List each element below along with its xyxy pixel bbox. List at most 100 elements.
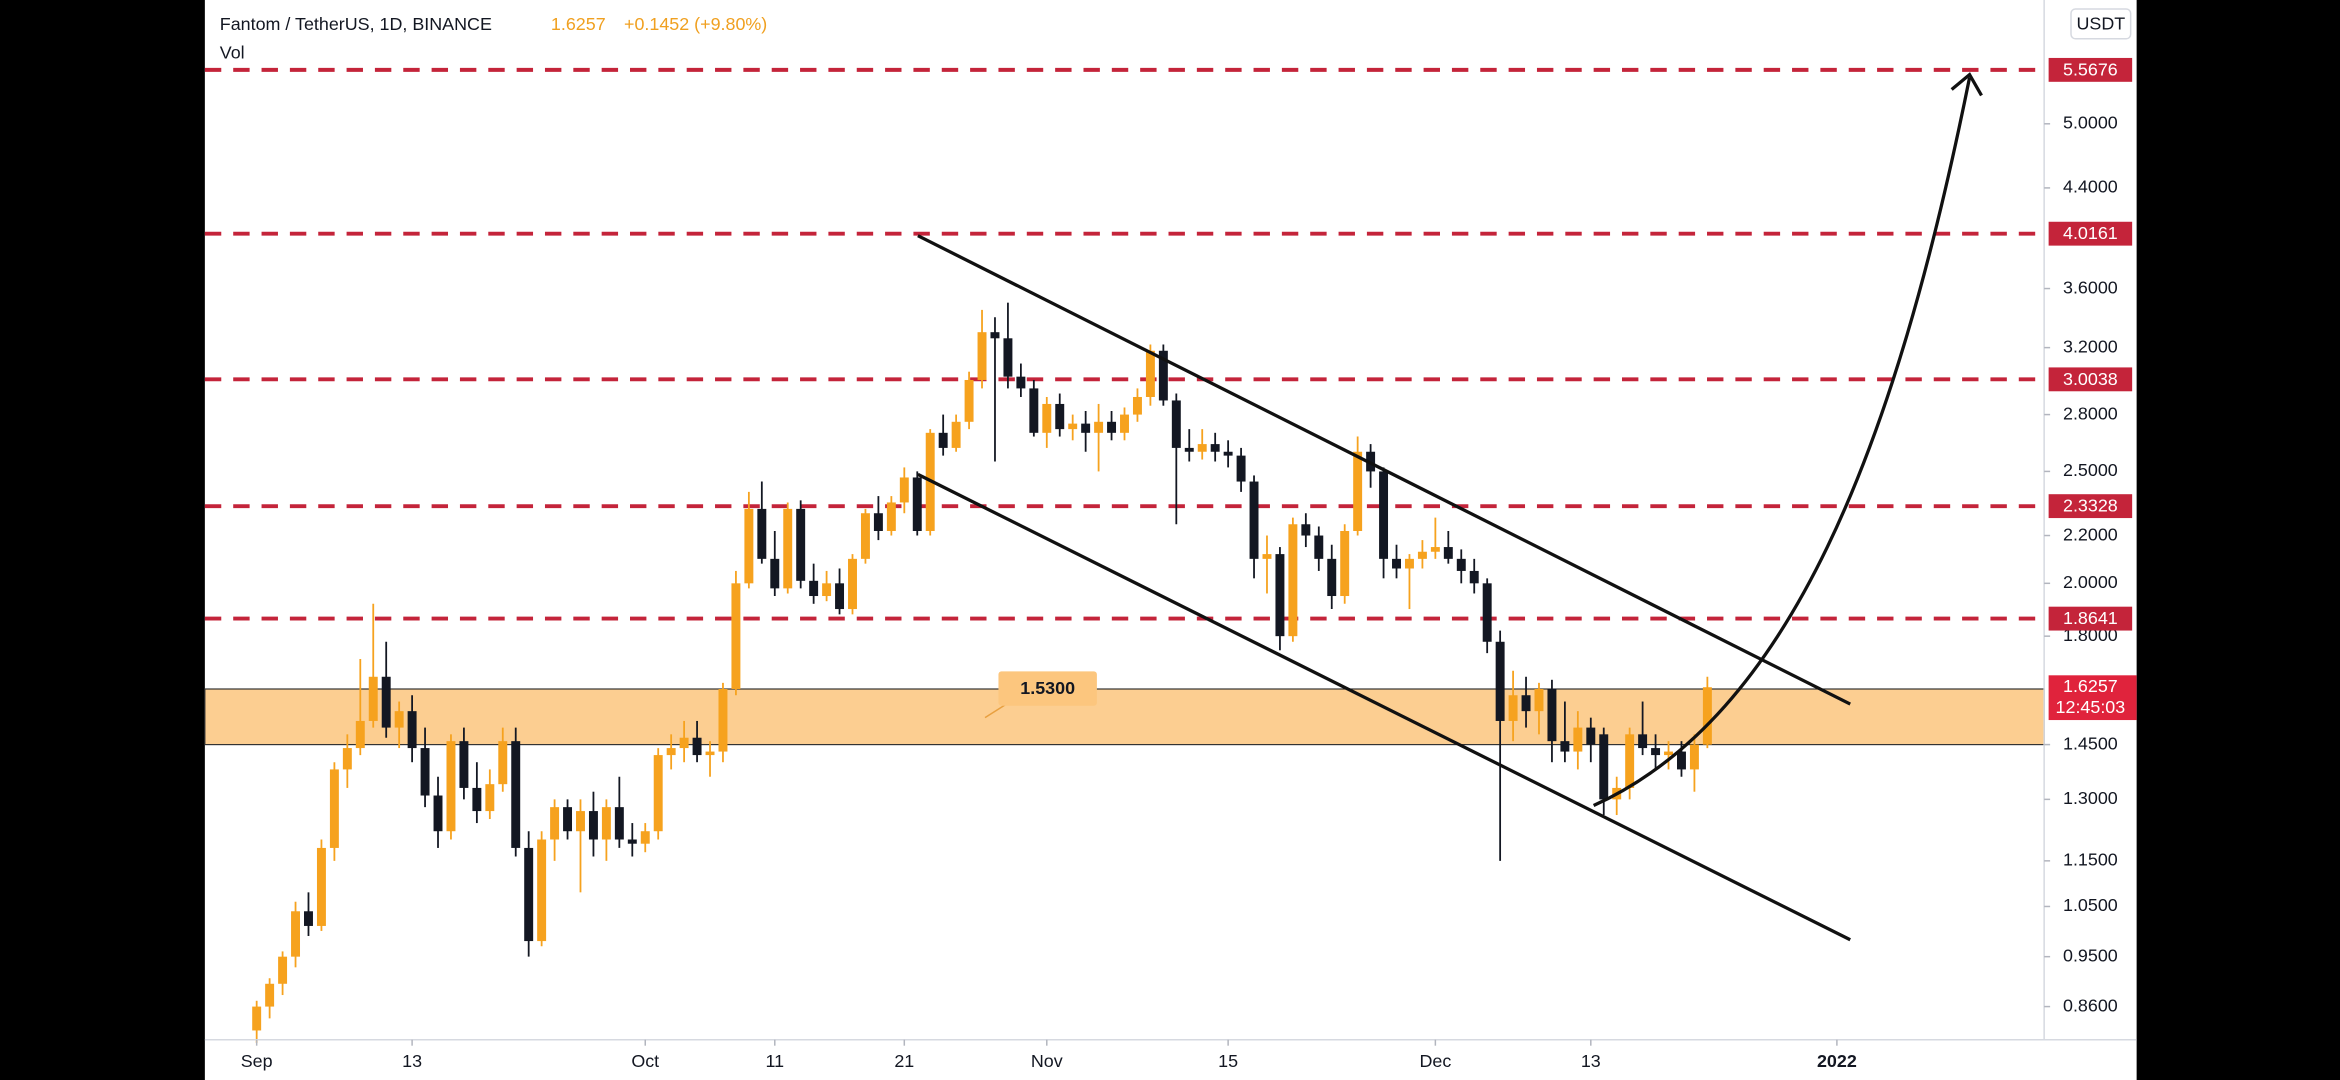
candle-body [576, 811, 585, 832]
candle-body [472, 787, 482, 812]
candle-body [653, 755, 663, 832]
candle-body [1586, 727, 1596, 745]
candle-body [446, 741, 456, 832]
candle-body [912, 477, 922, 531]
candle-body [601, 807, 611, 840]
y-tick-label: 1.0500 [2063, 895, 2118, 915]
y-tick-label: 2.2000 [2063, 524, 2118, 544]
candle-body [265, 983, 275, 1007]
arrow-head [1950, 72, 1983, 97]
candle-body [1132, 396, 1142, 415]
level-tag-label: 4.0161 [2063, 223, 2118, 243]
x-tick-label: Nov [1031, 1051, 1063, 1071]
candle-body [485, 784, 495, 812]
candle-body [1651, 748, 1661, 756]
level-tag [2048, 221, 2133, 246]
header-price: 1.6257 [551, 14, 606, 34]
y-tick-label: 3.2000 [2063, 336, 2118, 356]
candle-body [368, 676, 378, 721]
candle-body [1314, 535, 1324, 559]
y-tick-label: 2.5000 [2063, 460, 2118, 480]
candle-body [1534, 689, 1544, 712]
x-tick-label: 15 [1218, 1051, 1238, 1071]
candle-body [342, 748, 352, 770]
candle-body [860, 513, 870, 559]
support-zone [204, 688, 2045, 746]
candle-body [1327, 558, 1337, 597]
x-tick-label: 13 [1581, 1051, 1601, 1071]
x-tick-label: 21 [894, 1051, 914, 1071]
candle-body [627, 839, 637, 844]
candle-body [1340, 530, 1350, 597]
candle-body [1171, 400, 1181, 448]
candle-body [524, 847, 534, 942]
candle-body [666, 748, 676, 756]
candle-body [1055, 403, 1065, 430]
candle-body [550, 807, 560, 840]
candle-body [770, 558, 780, 589]
candle-body [1702, 687, 1712, 745]
volume-label: Vol [220, 42, 245, 62]
candle-body [1288, 524, 1298, 637]
x-tick-label: Oct [631, 1051, 659, 1071]
candle-body [1081, 423, 1091, 433]
y-tick-label: 2.0000 [2063, 572, 2118, 592]
channel-upper [917, 234, 1851, 706]
currency-label[interactable]: USDT [2076, 13, 2125, 33]
candle-body [835, 583, 845, 610]
candle-body [1676, 751, 1686, 770]
candle-body [1625, 734, 1635, 788]
candle-body [1262, 554, 1272, 559]
candle-body [640, 831, 650, 844]
candle-body [1301, 524, 1311, 536]
header-change: +0.1452 (+9.80%) [624, 14, 767, 34]
candle-body [420, 748, 430, 796]
price-tag [2048, 675, 2137, 721]
level-tag-label: 2.3328 [2063, 496, 2118, 516]
candle-body [938, 432, 948, 448]
candle-body [886, 502, 896, 531]
candle-body [899, 477, 909, 503]
candle-body [588, 811, 598, 840]
candle-body [1404, 558, 1414, 569]
candle-body [537, 839, 547, 942]
y-tick-label: 1.3000 [2063, 788, 2118, 808]
level-tag-label: 1.8641 [2063, 608, 2118, 628]
candle-body [1508, 695, 1518, 721]
candle-body [1573, 727, 1583, 752]
y-tick-label: 5.0000 [2063, 113, 2118, 133]
candle-body [1664, 751, 1673, 756]
candle-body [614, 807, 624, 840]
y-tick-label: 0.9500 [2063, 945, 2118, 965]
candle-body [744, 508, 754, 584]
projection-arrow [1592, 77, 1972, 808]
level-tag-label: 5.5676 [2063, 59, 2118, 79]
candle-body [1068, 423, 1078, 430]
y-tick-label: 2.8000 [2063, 403, 2118, 423]
candle-body [1689, 744, 1699, 770]
candle-body [1120, 414, 1129, 433]
currency-box[interactable] [2070, 8, 2132, 40]
candle-body [291, 911, 301, 957]
candle-body [977, 332, 987, 380]
candle-body [1482, 583, 1492, 642]
candle-body [1145, 350, 1155, 397]
candle-body [1249, 481, 1259, 559]
candle-body [1003, 338, 1013, 377]
candle-body [278, 956, 288, 984]
y-tick-label: 3.6000 [2063, 277, 2118, 297]
candle-body [964, 379, 974, 422]
candle-body [1184, 447, 1194, 452]
candle-body [679, 737, 689, 749]
candle-body [459, 741, 469, 788]
candle-body [1275, 554, 1285, 637]
candle-body [381, 676, 391, 728]
candle-body [1158, 350, 1168, 401]
candle-body [718, 689, 728, 752]
candle-body [1029, 388, 1039, 433]
level-tag-label: 3.0038 [2063, 369, 2118, 389]
candle-body [1210, 444, 1220, 452]
zone-label: 1.5300 [1020, 678, 1075, 698]
level-tag [2048, 606, 2133, 631]
candle-body [1495, 641, 1505, 721]
